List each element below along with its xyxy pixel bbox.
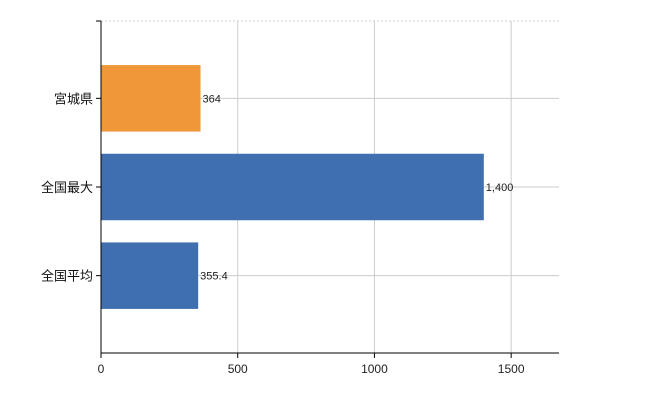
bar	[101, 153, 484, 221]
label-layer: 0 500 1000 1500 宮城県 364 全国最大 1,400 全国平均 355.4	[41, 91, 525, 376]
x-tick-label: 500	[228, 362, 248, 376]
category-label: 全国最大	[41, 180, 93, 196]
bar	[101, 242, 199, 309]
axis-layer	[96, 20, 559, 358]
x-tick-label: 0	[98, 362, 105, 376]
data-label: 355.4	[200, 271, 228, 283]
x-tick-label: 1500	[498, 362, 525, 376]
x-tick-label: 1000	[361, 362, 388, 376]
category-label: 全国平均	[41, 269, 93, 285]
bar	[101, 65, 201, 132]
bar-layer	[101, 65, 484, 309]
data-label: 364	[203, 93, 221, 105]
category-label: 宮城県	[54, 91, 93, 107]
data-label: 1,400	[486, 182, 514, 194]
